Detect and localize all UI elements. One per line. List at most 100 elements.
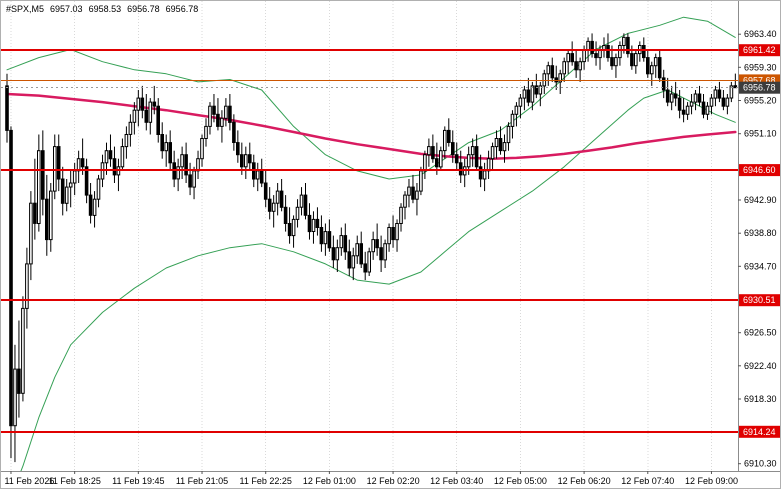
bear-candle-body — [343, 235, 348, 253]
bear-candle-body — [534, 85, 539, 95]
bull-candle-body — [192, 170, 196, 188]
price-axis-label: 6922.40 — [744, 361, 777, 371]
bull-candle-body — [53, 146, 57, 192]
horizontal-line-6961.42-price-tag — [739, 44, 780, 57]
bear-candle-body — [375, 239, 379, 249]
price-axis-label: 6951.10 — [744, 129, 777, 139]
bull-candle-body — [725, 97, 730, 107]
bear-candle-body — [359, 243, 363, 265]
bear-candle-body — [279, 190, 284, 208]
time-axis-label: 12 Feb 05:00 — [494, 476, 547, 486]
price-axis-label: 6963.40 — [744, 29, 777, 39]
horizontal-line-6946.60-price-tag — [739, 164, 780, 177]
bear-candle-body — [315, 218, 320, 228]
bull-candle-body — [355, 243, 359, 257]
bull-candle-body — [68, 182, 73, 188]
bull-candle-body — [164, 142, 168, 152]
price-axis-label: 6926.50 — [744, 328, 777, 338]
bear-candle-body — [5, 85, 9, 131]
bear-candle-body — [41, 150, 45, 200]
time-axis-label: 12 Feb 02:20 — [367, 476, 420, 486]
bear-candle-body — [232, 121, 236, 144]
bull-candle-body — [693, 93, 698, 103]
bid-price-tag — [739, 81, 780, 94]
bear-candle-body — [681, 109, 686, 115]
bull-candle-body — [13, 368, 17, 427]
price-axis[interactable] — [738, 1, 781, 489]
bull-candle-body — [399, 206, 403, 225]
bear-candle-body — [606, 45, 610, 59]
bear-candle-body — [56, 146, 61, 180]
time-axis-label: 11 Feb 2026 — [4, 476, 54, 486]
bear-candle-body — [451, 142, 455, 156]
bull-candle-body — [466, 154, 471, 168]
bull-candle-body — [371, 239, 375, 253]
bear-candle-body — [160, 134, 164, 152]
price-axis-label: 6918.30 — [744, 394, 777, 404]
bear-candle-body — [228, 105, 232, 123]
time-axis-label: 11 Feb 21:05 — [176, 476, 228, 486]
bear-candle-body — [701, 101, 706, 115]
bear-candle-body — [391, 227, 395, 241]
bull-candle-body — [530, 85, 535, 103]
bull-candle-body — [486, 158, 491, 172]
price-axis-label: 6955.20 — [744, 96, 777, 106]
bear-candle-body — [331, 247, 336, 261]
bear-candle-body — [447, 129, 451, 143]
bull-candle-body — [387, 227, 391, 245]
bear-candle-body — [474, 146, 479, 168]
bollinger-lower-band-line — [13, 89, 736, 488]
price-axis-label: 6934.70 — [744, 261, 777, 271]
bear-candle-body — [458, 162, 463, 176]
bull-candle-body — [244, 154, 248, 168]
bear-candle-body — [45, 198, 49, 241]
bollinger-upper-band-line — [6, 16, 736, 180]
bear-candle-body — [431, 146, 435, 160]
bull-candle-body — [295, 206, 300, 220]
bear-candle-body — [498, 138, 503, 152]
bull-candle-body — [120, 146, 125, 168]
bear-candle-body — [733, 85, 738, 89]
bull-candle-body — [538, 85, 543, 95]
bear-candle-body — [184, 154, 188, 176]
bull-candle-body — [92, 198, 97, 216]
bear-candle-body — [80, 158, 85, 168]
horizontal-line-6930.51-price-tag-label: 6930.51 — [743, 295, 776, 305]
horizontal-line-6946.60-price-tag-label: 6946.60 — [743, 165, 776, 175]
bull-candle-body — [311, 218, 316, 232]
bull-candle-body — [653, 57, 658, 67]
bull-candle-body — [618, 45, 622, 59]
price-axis-label: 6910.30 — [744, 459, 777, 469]
bear-candle-body — [152, 101, 157, 107]
bull-candle-body — [407, 186, 411, 196]
bull-candle-body — [439, 150, 443, 168]
bull-candle-body — [423, 154, 427, 172]
bear-candle-body — [626, 36, 630, 55]
bear-candle-body — [17, 368, 21, 394]
bull-candle-body — [522, 89, 527, 99]
price-axis-label: 6959.30 — [744, 62, 777, 72]
bear-candle-body — [9, 129, 13, 427]
time-axis[interactable] — [1, 471, 781, 489]
bull-candle-body — [275, 190, 280, 204]
bull-candle-body — [323, 231, 328, 245]
bull-candle-body — [510, 113, 515, 127]
bear-candle-body — [33, 202, 37, 224]
bear-candle-body — [267, 198, 272, 212]
bear-candle-body — [677, 97, 682, 111]
bull-candle-body — [335, 247, 340, 261]
bull-candle-body — [204, 125, 208, 140]
bear-candle-body — [657, 57, 662, 79]
bear-candle-body — [303, 194, 308, 216]
bull-candle-body — [558, 73, 563, 83]
bull-candle-body — [72, 170, 77, 184]
bull-candle-body — [299, 194, 304, 208]
bull-candle-body — [104, 150, 109, 164]
bull-candle-body — [506, 125, 511, 144]
bull-candle-body — [443, 129, 447, 152]
bull-candle-body — [76, 158, 81, 172]
bull-candle-body — [634, 53, 638, 67]
bull-candle-body — [255, 170, 260, 180]
bull-candle-body — [176, 166, 180, 180]
